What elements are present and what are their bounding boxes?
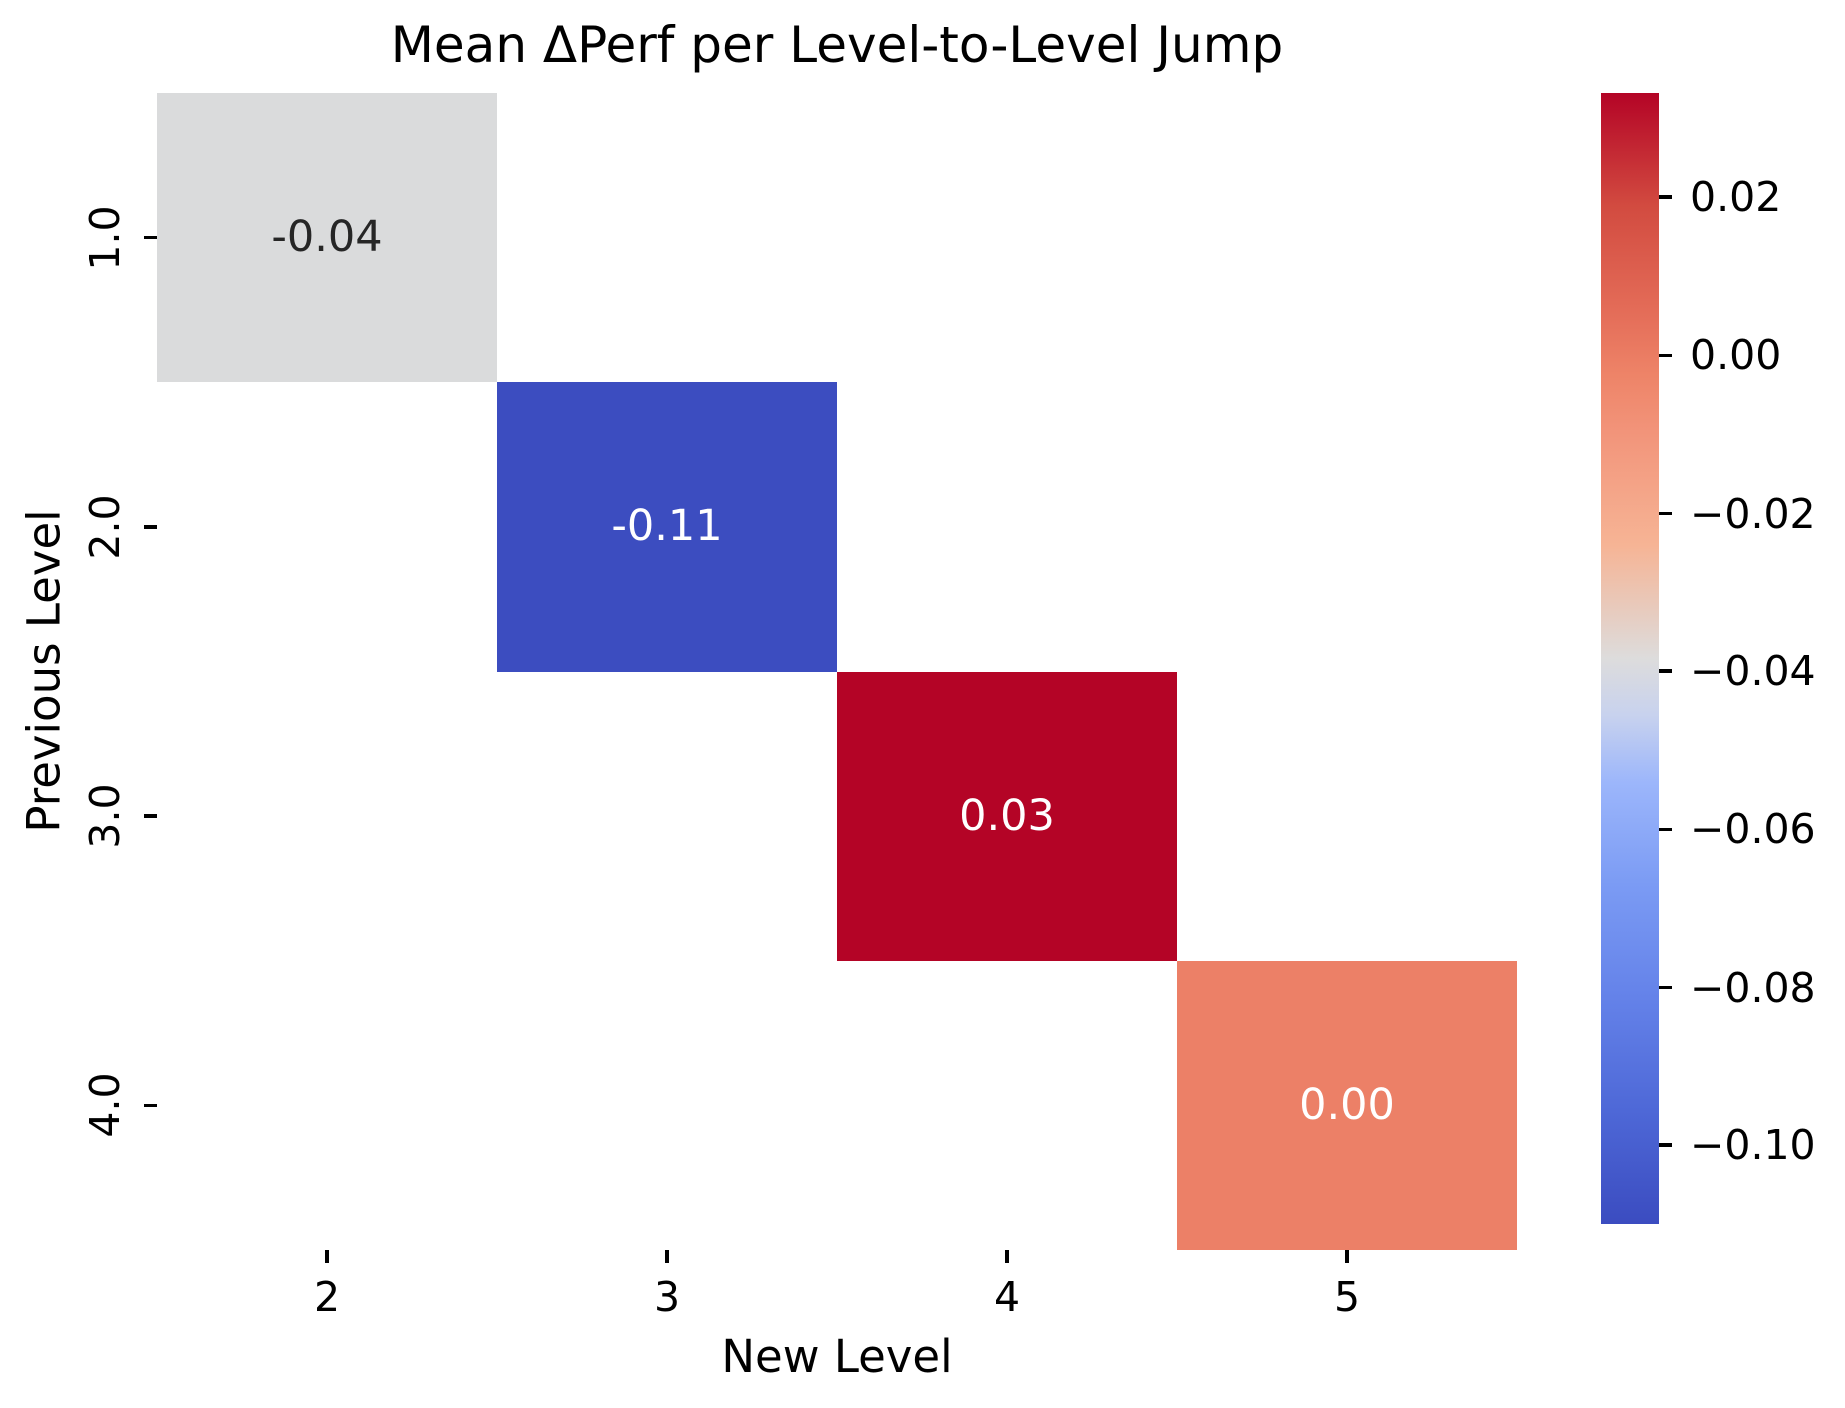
x-axis-label: New Level	[721, 1330, 953, 1383]
y-tick-mark	[144, 814, 157, 818]
colorbar-tick-label: −0.04	[1690, 646, 1816, 695]
colorbar-tick-label: −0.02	[1690, 489, 1816, 538]
y-tick-label: 3.0	[81, 783, 129, 849]
x-tick-mark	[665, 1250, 669, 1263]
heatmap-cell: -0.11	[497, 382, 837, 672]
heatmap-cell-value: 0.00	[1299, 1079, 1395, 1130]
colorbar-tick-label: −0.08	[1690, 963, 1816, 1012]
x-tick-label: 4	[993, 1273, 1021, 1321]
y-tick-label: 4.0	[81, 1072, 129, 1138]
chart-title: Mean ΔPerf per Level-to-Level Jump	[390, 16, 1284, 74]
x-tick-label: 5	[1333, 1273, 1361, 1321]
heatmap-cell-value: -0.04	[271, 212, 383, 263]
x-tick-mark	[1345, 1250, 1349, 1263]
y-axis-label: Previous Level	[17, 509, 71, 833]
x-tick-label: 3	[653, 1273, 681, 1321]
colorbar-tick-mark	[1659, 827, 1672, 832]
colorbar-tick-mark	[1659, 195, 1672, 199]
y-tick-mark	[144, 1103, 157, 1108]
y-tick-mark	[144, 235, 157, 240]
x-tick-mark	[325, 1250, 329, 1263]
colorbar	[1601, 93, 1659, 1224]
y-tick-label: 2.0	[81, 494, 129, 560]
colorbar-tick-label: −0.10	[1690, 1120, 1816, 1169]
heatmap-cell-value: 0.03	[959, 790, 1055, 841]
heatmap-cell-value: -0.11	[611, 501, 723, 552]
colorbar-tick-label: 0.02	[1690, 173, 1782, 222]
heatmap-cell: 0.03	[837, 671, 1177, 961]
colorbar-tick-label: −0.06	[1690, 805, 1816, 854]
y-tick-label: 1.0	[81, 205, 129, 271]
x-tick-label: 2	[313, 1273, 341, 1321]
y-tick-mark	[144, 525, 157, 529]
colorbar-tick-mark	[1659, 1143, 1672, 1147]
heatmap-cell: 0.00	[1177, 960, 1517, 1250]
colorbar-tick-mark	[1659, 353, 1672, 358]
colorbar-tick-label: 0.00	[1690, 331, 1782, 380]
x-tick-mark	[1005, 1250, 1009, 1263]
heatmap-cell: -0.04	[157, 93, 497, 383]
colorbar-tick-mark	[1659, 669, 1672, 673]
colorbar-tick-mark	[1659, 985, 1672, 990]
heatmap-plot-area: -0.04 -0.11 0.03 0.00	[157, 93, 1517, 1250]
colorbar-tick-mark	[1659, 511, 1672, 516]
